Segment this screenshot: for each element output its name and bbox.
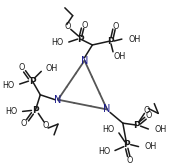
Text: OH: OH <box>114 52 126 61</box>
Text: OH: OH <box>144 142 157 151</box>
Text: HO: HO <box>103 125 115 133</box>
Text: O: O <box>143 106 150 115</box>
Text: OH: OH <box>45 64 57 73</box>
Text: O: O <box>65 22 71 31</box>
Text: P: P <box>29 77 36 86</box>
Text: P: P <box>77 35 84 44</box>
Text: O: O <box>113 22 119 31</box>
Text: O: O <box>20 119 27 128</box>
Text: P: P <box>133 121 140 130</box>
Text: P: P <box>123 140 130 149</box>
Text: N: N <box>103 104 111 115</box>
Text: HO: HO <box>52 37 64 47</box>
Text: HO: HO <box>5 107 18 116</box>
Text: P: P <box>32 106 39 115</box>
Text: O: O <box>43 121 49 130</box>
Text: HO: HO <box>3 81 15 90</box>
Text: HO: HO <box>98 147 110 156</box>
Text: O: O <box>145 111 152 120</box>
Text: OH: OH <box>129 35 141 44</box>
Text: O: O <box>81 21 88 30</box>
Text: O: O <box>18 63 25 72</box>
Text: N: N <box>81 56 88 66</box>
Text: N: N <box>54 95 62 105</box>
Text: P: P <box>107 37 113 46</box>
Text: OH: OH <box>154 126 167 134</box>
Text: O: O <box>126 156 133 165</box>
